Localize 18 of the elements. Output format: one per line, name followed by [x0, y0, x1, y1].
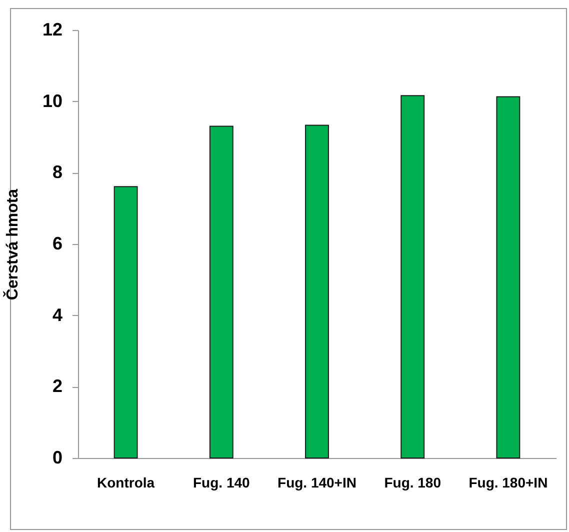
- x-tick-label: Fug. 140+IN: [278, 474, 356, 490]
- x-tick-label: Kontrola: [97, 474, 155, 490]
- x-tick-label: Fug. 180+IN: [468, 474, 548, 490]
- y-tick-label: 2: [52, 376, 62, 396]
- bar: [305, 124, 329, 458]
- bar: [496, 96, 520, 458]
- y-tick-label: 10: [42, 90, 62, 111]
- bar: [209, 126, 234, 458]
- y-axis-title: Čerstvá hmota: [2, 188, 22, 300]
- y-tick-label: 0: [52, 448, 62, 468]
- x-tick-label: Fug. 180: [384, 474, 442, 490]
- y-tick-label: 12: [42, 20, 62, 40]
- y-tick-label: 8: [52, 162, 62, 182]
- y-tick-label: 4: [52, 304, 62, 325]
- y-tick-label: 6: [52, 234, 62, 254]
- bar: [114, 186, 138, 458]
- bar: [400, 95, 425, 458]
- x-tick-label: Fug. 140: [193, 474, 250, 490]
